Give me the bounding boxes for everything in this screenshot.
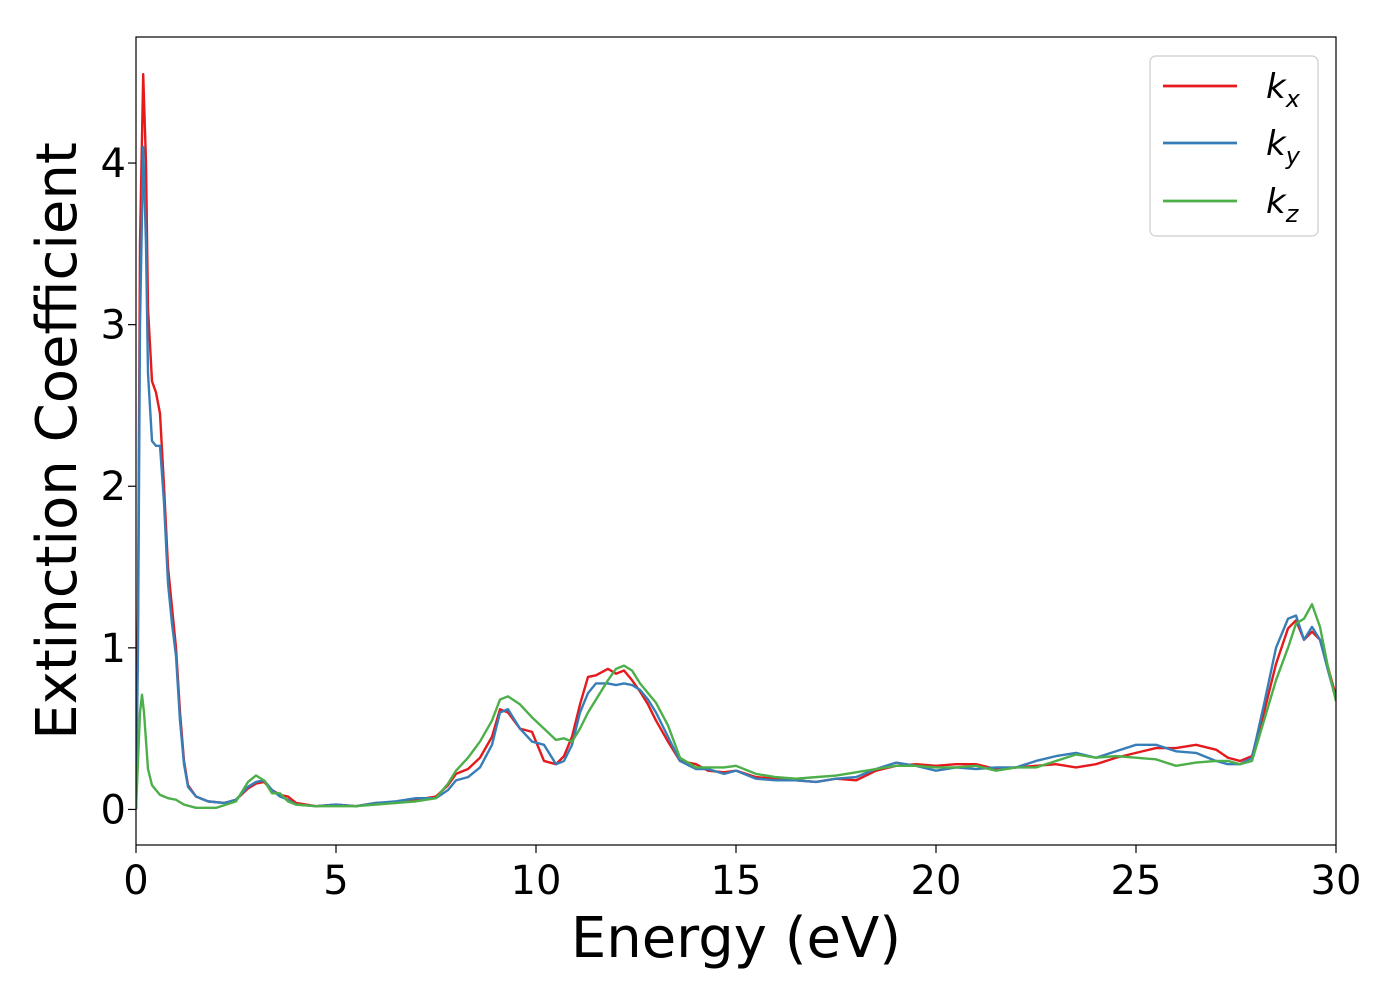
legend-label-main: k <box>1266 182 1287 222</box>
legend-label: ky <box>1266 124 1301 170</box>
series-line-z <box>136 603 1336 810</box>
series-layer <box>136 72 1336 810</box>
y-axis-label: Extinction Coefficient <box>25 142 90 740</box>
legend-label-subscript: z <box>1285 200 1300 228</box>
legend-entry-x: kx <box>1163 67 1301 113</box>
y-tick-label: 0 <box>101 787 126 833</box>
x-tick-label: 25 <box>1111 858 1162 904</box>
legend-label: kz <box>1266 182 1300 228</box>
y-tick-label: 1 <box>101 626 126 672</box>
y-tick-label: 2 <box>101 464 126 510</box>
y-tick-label: 3 <box>101 303 126 349</box>
legend-label-main: k <box>1266 124 1287 164</box>
legend-label-subscript: x <box>1285 85 1301 113</box>
legend-entry-y: ky <box>1163 124 1301 170</box>
x-tick-label: 5 <box>323 858 348 904</box>
series-line-y <box>136 145 1336 810</box>
legend-label-subscript: y <box>1285 142 1301 170</box>
legend-label-main: k <box>1266 67 1287 107</box>
legend-box <box>1149 55 1319 237</box>
legend-label: kx <box>1266 67 1301 113</box>
x-tick-label: 15 <box>711 858 762 904</box>
x-tick-label: 30 <box>1311 858 1362 904</box>
x-tick-label: 10 <box>511 858 562 904</box>
legend-entry-z: kz <box>1163 182 1300 228</box>
x-axis-label: Energy (eV) <box>571 906 901 971</box>
y-tick-label: 4 <box>101 141 126 187</box>
x-tick-label: 0 <box>123 858 148 904</box>
y-ticks: 0 1 2 3 4 <box>101 141 136 833</box>
x-tick-label: 20 <box>911 858 962 904</box>
x-ticks: 0 5 10 15 20 25 30 <box>123 845 1361 904</box>
